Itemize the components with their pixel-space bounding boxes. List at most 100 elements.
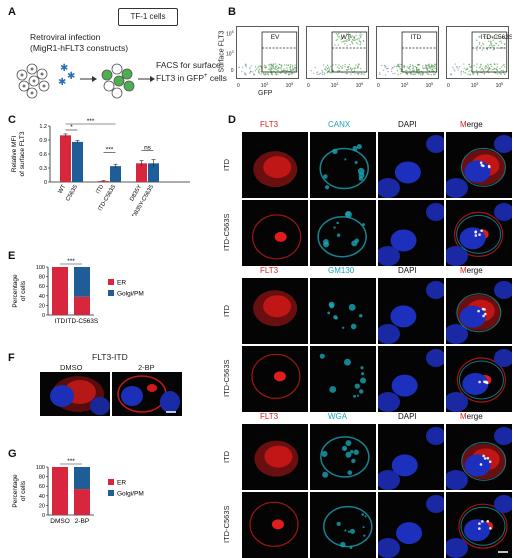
facs-x-tick: 0	[237, 83, 240, 89]
d-colocalization	[474, 234, 478, 237]
e-ytick-label: 0	[42, 313, 45, 319]
d-colocalization	[474, 230, 478, 233]
facs-event	[268, 68, 270, 70]
facs-event	[380, 64, 383, 67]
g-ylabel: Percentage	[12, 474, 19, 508]
facs-event	[392, 66, 394, 69]
c-sig-label: ns	[144, 144, 152, 151]
facs-event	[462, 70, 465, 73]
d-micrograph	[446, 132, 512, 198]
facs-event	[330, 66, 332, 68]
svg-text:✱: ✱	[60, 63, 68, 74]
facs-event	[314, 66, 316, 69]
facs-event	[489, 35, 491, 37]
facs-event	[282, 69, 285, 72]
facs-event	[291, 73, 293, 75]
facs-event	[405, 69, 407, 72]
facs-event	[483, 70, 485, 72]
d-marker-signal	[353, 449, 359, 455]
facs-event	[414, 73, 417, 75]
e-ylabel: Percentage	[12, 274, 19, 308]
facs-event	[412, 65, 414, 67]
facs-event	[337, 33, 339, 35]
d-row-label: ITD	[222, 304, 231, 317]
facs-event	[281, 64, 283, 66]
d-colocalization	[481, 520, 484, 523]
g-ytick-label: 80	[39, 475, 45, 481]
facs-event	[340, 65, 342, 68]
d-marker-signal	[323, 241, 330, 248]
d-nucleus	[494, 203, 512, 221]
c-ytick-label: 1.2	[39, 124, 47, 130]
facs-event	[405, 72, 408, 74]
facs-event	[418, 64, 420, 66]
facs-event	[347, 66, 349, 68]
facs-event	[249, 72, 251, 74]
facs-event	[349, 43, 351, 46]
d-marker-signal	[359, 314, 363, 318]
facs-event	[398, 66, 400, 68]
facs-event	[277, 70, 279, 72]
facs-event	[238, 66, 240, 68]
facs-event	[490, 44, 492, 46]
d-micrograph	[446, 492, 512, 558]
e-bar-segment	[74, 267, 90, 297]
facs-event	[272, 67, 274, 69]
facs-event	[504, 73, 506, 75]
d-cell-outline	[454, 211, 504, 257]
g-legend-swatch	[108, 479, 114, 485]
facs-event	[348, 63, 351, 66]
d-nucleus	[462, 372, 489, 395]
facs-event	[344, 64, 346, 66]
facs-event	[397, 63, 399, 66]
virus-particles-icon: ✱ ✱ ✱	[58, 63, 75, 88]
d-cell-signal	[263, 156, 292, 179]
facs-event	[292, 69, 294, 71]
d-marker-signal	[342, 326, 345, 329]
facs-event	[263, 64, 266, 66]
d-marker-signal	[344, 447, 347, 451]
g-category-label: DMSO	[50, 518, 70, 525]
facs-event	[358, 37, 360, 40]
d-row-label: ITD	[222, 158, 231, 171]
facs-event	[336, 38, 338, 41]
infection-line2: (MigR1-hFLT3 constructs)	[30, 43, 129, 53]
facs-event	[241, 70, 243, 73]
facs-event	[488, 40, 490, 42]
facs-event	[272, 63, 275, 66]
facs-event	[454, 63, 456, 65]
facs-event	[278, 67, 280, 69]
d-marker-signal	[354, 160, 358, 165]
facs-event	[403, 66, 405, 68]
facs-event	[347, 39, 350, 41]
facs-plot-title: ITD	[411, 34, 422, 41]
d-micrograph	[310, 200, 376, 266]
facs-event	[476, 63, 478, 65]
facs-event	[500, 69, 503, 72]
facs-event	[488, 46, 490, 49]
facs-event	[291, 66, 294, 68]
facs-event	[354, 67, 357, 69]
d-nucleus	[378, 324, 400, 344]
facs-event	[359, 43, 361, 46]
facs-event	[409, 69, 411, 71]
c-category-label: ITD	[95, 184, 105, 195]
facs-event	[250, 70, 252, 72]
d-header-flt3: FLT3	[260, 266, 279, 275]
facs-event	[358, 39, 360, 41]
facs-x-tick: 105	[496, 82, 504, 89]
facs-event	[417, 68, 420, 71]
facs-event	[463, 67, 466, 70]
facs-event	[493, 44, 496, 47]
facs-event	[287, 64, 289, 67]
facs-event	[393, 65, 395, 67]
e-ytick-label: 40	[39, 294, 45, 300]
facs-event	[412, 68, 414, 70]
facs-event	[289, 73, 291, 75]
d-nucleus	[394, 161, 421, 184]
g-legend-label: Golgi/PM	[117, 491, 144, 498]
d-nucleus	[464, 160, 491, 183]
facs-event	[348, 34, 350, 36]
d-marker-signal	[323, 174, 328, 179]
facs-event	[424, 67, 426, 69]
